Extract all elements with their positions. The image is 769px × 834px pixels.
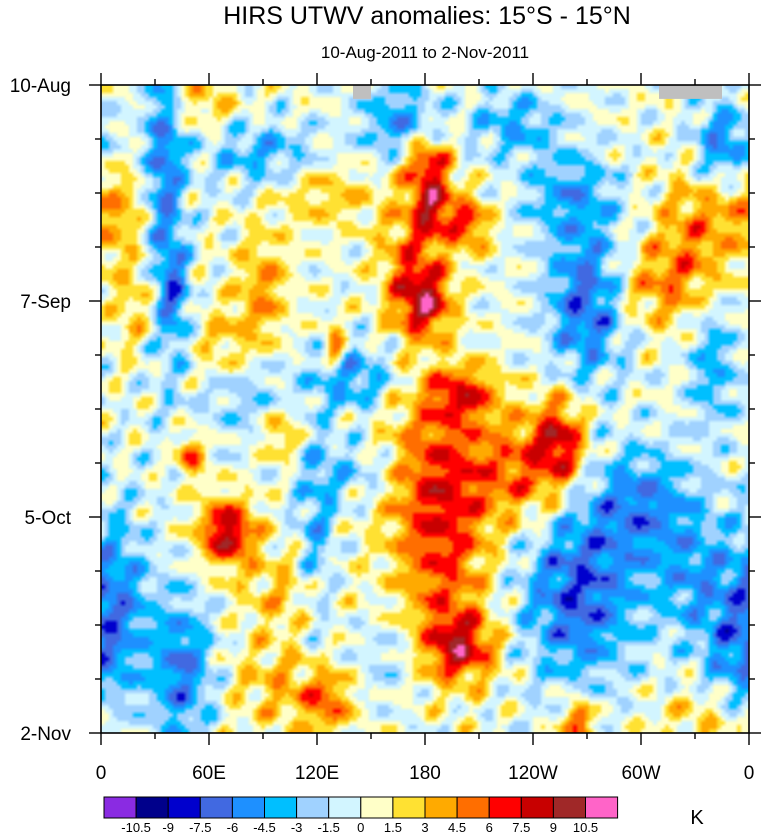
colorbar-swatch xyxy=(360,796,394,819)
colorbar-label: -1.5 xyxy=(317,820,339,834)
colorbar-label: 9 xyxy=(550,820,557,834)
colorbar-swatch xyxy=(264,796,298,819)
plot-area xyxy=(100,84,750,734)
colorbar-swatch xyxy=(392,796,426,819)
colorbar-label: 6 xyxy=(486,820,493,834)
x-tick-label: 0 xyxy=(96,763,107,784)
y-tick-label: 10-Aug xyxy=(10,76,71,97)
colorbar-label: 0 xyxy=(357,820,364,834)
units-label: K xyxy=(690,807,704,829)
missing-data-box xyxy=(353,85,371,99)
x-tick-label: 0 xyxy=(744,763,755,784)
colorbar-swatch xyxy=(456,796,490,819)
colorbar-swatch xyxy=(199,796,233,819)
colorbar-swatch xyxy=(585,796,619,819)
colorbar-swatch xyxy=(424,796,458,819)
x-tick-label: 60W xyxy=(621,763,660,784)
chart-title: HIRS UTWV anomalies: 15°S - 15°N xyxy=(223,2,631,30)
colorbar-label: 1.5 xyxy=(384,820,402,834)
colorbar-label: 10.5 xyxy=(573,820,598,834)
colorbar-swatch xyxy=(520,796,554,819)
x-axis: 0 60E 120E 180 120W 60W 0 xyxy=(96,73,755,784)
x-tick-label: 120E xyxy=(295,763,339,784)
colorbar-swatch xyxy=(488,796,522,819)
colorbar: -10.5 -9 -7.5 -6 -4.5 -3 -1.5 0 1.5 3 4.5 6 7.5 9 10.5 xyxy=(103,796,619,834)
colorbar-swatch xyxy=(328,796,362,819)
colorbar-label: 4.5 xyxy=(448,820,466,834)
colorbar-label: -4.5 xyxy=(253,820,275,834)
x-tick-label: 60E xyxy=(192,763,226,784)
colorbar-label: -6 xyxy=(227,820,239,834)
colorbar-label: 7.5 xyxy=(512,820,530,834)
colorbar-swatch xyxy=(167,796,201,819)
missing-data-box xyxy=(659,85,722,99)
anomaly-field xyxy=(101,85,749,733)
y-tick-label: 2-Nov xyxy=(20,724,71,745)
colorbar-label: -9 xyxy=(162,820,174,834)
x-tick-label: 180 xyxy=(409,763,441,784)
x-tick-label: 120W xyxy=(508,763,558,784)
colorbar-label: -3 xyxy=(291,820,303,834)
y-tick-label: 5-Oct xyxy=(25,508,72,529)
colorbar-label: -10.5 xyxy=(121,820,151,834)
y-tick-label: 7-Sep xyxy=(20,292,71,313)
colorbar-swatch xyxy=(552,796,587,819)
colorbar-label: 3 xyxy=(421,820,428,834)
colorbar-swatch xyxy=(296,796,330,819)
missing-data-layer xyxy=(353,85,722,99)
chart-subtitle: 10-Aug-2011 to 2-Nov-2011 xyxy=(321,43,529,62)
colorbar-label: -7.5 xyxy=(189,820,211,834)
colorbar-swatch xyxy=(135,796,169,819)
colorbar-swatch xyxy=(231,796,265,819)
colorbar-swatch xyxy=(103,796,137,819)
y-axis: 10-Aug 7-Sep 5-Oct 2-Nov xyxy=(10,76,761,745)
